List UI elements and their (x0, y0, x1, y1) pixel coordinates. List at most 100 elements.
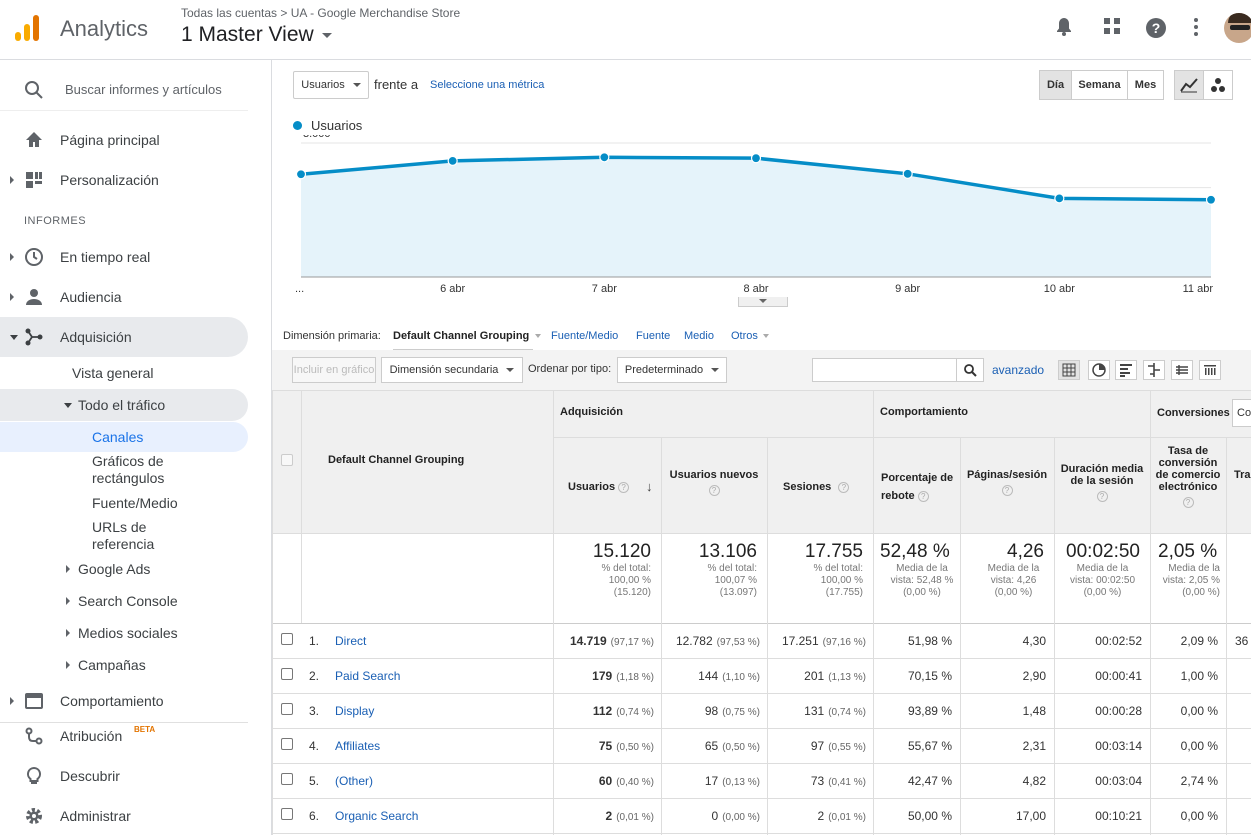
day-button[interactable]: Día (1039, 70, 1072, 100)
dimension-source[interactable]: Fuente (636, 330, 671, 342)
channel-link[interactable]: Affiliates (335, 739, 381, 753)
line-chart-button[interactable] (1174, 70, 1204, 100)
motion-chart-button[interactable] (1203, 70, 1233, 100)
help-icon[interactable]: ? (618, 481, 630, 493)
table-view-button[interactable] (1058, 360, 1080, 380)
row-checkbox[interactable] (281, 808, 293, 820)
comparison-view-button[interactable] (1143, 360, 1165, 380)
dimension-column-header[interactable]: Default Channel Grouping (328, 454, 465, 466)
dimension-others[interactable]: Otros (731, 330, 769, 342)
select-all-checkbox[interactable] (281, 454, 293, 466)
row-divider (272, 728, 1251, 729)
avatar[interactable] (1224, 13, 1251, 43)
header-avg-duration[interactable]: Duración media de la sesión? (1058, 463, 1146, 502)
sidebar-item-realtime[interactable]: En tiempo real (0, 237, 248, 277)
row-checkbox[interactable] (281, 703, 293, 715)
header-sessions[interactable]: Sesiones ? (783, 481, 850, 493)
sidebar-item-admin[interactable]: Administrar (0, 796, 248, 835)
sidebar-item-social[interactable]: Medios sociales (0, 618, 248, 648)
help-icon[interactable]: ? (1144, 17, 1168, 41)
advanced-link[interactable]: avanzado (992, 363, 1045, 377)
total-users: 15.120% del total: 100,00 % (15.120) (556, 541, 651, 599)
apps-grid-icon[interactable] (1100, 17, 1124, 41)
row-checkbox[interactable] (281, 738, 293, 750)
cell-duration: 00:03:14 (1095, 739, 1142, 753)
sidebar-item-search-console[interactable]: Search Console (0, 586, 248, 616)
sidebar-item-source-medium[interactable]: Fuente/Medio (92, 495, 178, 511)
cell-sessions: 17.251 (97,16 %) (770, 634, 866, 648)
breadcrumb[interactable]: Todas las cuentas > UA - Google Merchand… (181, 6, 461, 20)
sidebar-item-acquisition[interactable]: Adquisición (0, 317, 248, 357)
cell-conversion: 2,74 % (1180, 774, 1218, 788)
cell-new-users: 144 (1,10 %) (664, 669, 760, 683)
day-button-label: Día (1046, 79, 1065, 91)
header-conversion-rate[interactable]: Tasa de conversión de comercio electróni… (1152, 445, 1224, 508)
metric-dropdown[interactable]: Usuarios (293, 71, 369, 99)
table-grid-icon (1062, 363, 1076, 377)
performance-view-button[interactable] (1115, 360, 1137, 380)
beta-badge: BETA (134, 725, 156, 734)
help-icon[interactable]: ? (838, 481, 850, 493)
sidebar-item-google-ads[interactable]: Google Ads (0, 554, 248, 584)
channel-link[interactable]: Organic Search (335, 809, 419, 823)
sidebar-item-behavior[interactable]: Comportamiento (0, 681, 248, 721)
channel-link[interactable]: Paid Search (335, 669, 401, 683)
x-tick-label: 7 abr (592, 283, 617, 295)
header-users[interactable]: Usuarios ? ↓ (568, 479, 653, 494)
sidebar-item-channels[interactable]: Canales (0, 422, 248, 452)
sidebar-item-home[interactable]: Página principal (0, 120, 248, 160)
header-bounce-rate[interactable]: Porcentaje de rebote ? (881, 469, 957, 505)
cell-percent: (97,17 %) (610, 637, 654, 648)
header-new-users[interactable]: Usuarios nuevos? (661, 469, 767, 496)
week-button-label: Semana (1078, 79, 1121, 91)
total-bounce: 52,48 % Media de la vista: 52,48 % (0,00 … (880, 541, 954, 599)
group-acquisition: Adquisición (560, 406, 623, 418)
header-pages-session[interactable]: Páginas/sesión? (960, 469, 1054, 496)
help-icon[interactable]: ? (1096, 491, 1108, 502)
sidebar-item-referrals[interactable]: URLs de referencia (92, 519, 155, 552)
month-button[interactable]: Mes (1127, 70, 1164, 100)
sidebar-item-customization[interactable]: Personalización (0, 160, 248, 200)
analytics-logo-icon[interactable] (15, 13, 43, 43)
bell-icon[interactable] (1052, 17, 1076, 41)
sidebar-item-treemaps[interactable]: Gráficos de rectángulos (92, 453, 165, 486)
secondary-dimension-dropdown[interactable]: Dimensión secundaria (381, 357, 523, 383)
sidebar-item-attribution[interactable]: Atribución BETA (0, 716, 248, 756)
channel-link[interactable]: Display (335, 704, 375, 718)
header-transactions[interactable]: Tra (1234, 469, 1251, 481)
sidebar-item-audience[interactable]: Audiencia (0, 277, 248, 317)
chart-resize-handle[interactable] (738, 297, 788, 307)
help-icon[interactable]: ? (1182, 497, 1194, 508)
sidebar-item-all-traffic[interactable]: Todo el tráfico (0, 389, 248, 421)
x-tick-label: ... (295, 283, 304, 295)
help-icon[interactable]: ? (1001, 485, 1013, 496)
sidebar-search[interactable]: Buscar informes y artículos (0, 69, 248, 111)
dimension-source-medium[interactable]: Fuente/Medio (551, 330, 619, 342)
sidebar-item-campaigns[interactable]: Campañas (0, 650, 248, 680)
select-metric-link[interactable]: Seleccione una métrica (430, 79, 545, 91)
goal-selector-dropdown[interactable]: Co (1232, 399, 1251, 427)
row-checkbox[interactable] (281, 773, 293, 785)
plot-rows-button[interactable]: Incluir en gráfico (292, 357, 376, 383)
help-icon[interactable]: ? (917, 490, 929, 502)
dimension-selected[interactable]: Default Channel Grouping (393, 330, 542, 342)
row-checkbox[interactable] (281, 633, 293, 645)
pivot-view-button[interactable] (1199, 360, 1221, 380)
table-search-input[interactable] (812, 358, 957, 382)
home-icon (26, 132, 42, 147)
channel-link[interactable]: (Other) (335, 774, 374, 788)
view-selector[interactable]: 1 Master View (181, 23, 332, 47)
sidebar-item-overview[interactable]: Vista general (72, 365, 154, 381)
row-checkbox[interactable] (281, 668, 293, 680)
sort-type-dropdown[interactable]: Predeterminado (617, 357, 727, 383)
table-search-button[interactable] (956, 358, 984, 382)
more-vert-icon[interactable] (1184, 17, 1208, 41)
sidebar-item-discover[interactable]: Descubrir (0, 756, 248, 796)
channel-link[interactable]: Direct (335, 634, 367, 648)
pie-view-button[interactable] (1088, 360, 1110, 380)
help-icon[interactable]: ? (708, 485, 720, 496)
week-button[interactable]: Semana (1071, 70, 1128, 100)
dimension-medium[interactable]: Medio (684, 330, 714, 342)
term-cloud-view-button[interactable] (1171, 360, 1193, 380)
